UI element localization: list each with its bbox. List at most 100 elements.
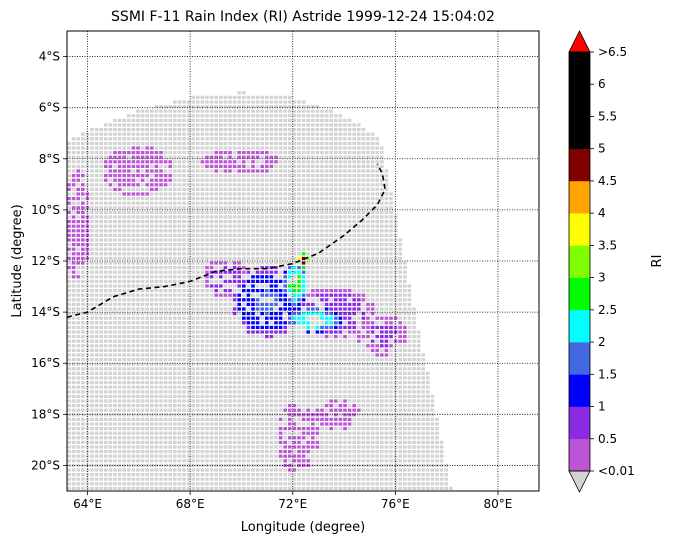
swath-cell bbox=[320, 307, 324, 311]
swath-cell bbox=[131, 187, 136, 191]
rain-cell bbox=[113, 187, 117, 191]
swath-cell bbox=[384, 293, 389, 297]
swath-cell bbox=[338, 164, 343, 168]
swath-cell bbox=[71, 151, 76, 155]
rain-cell bbox=[159, 183, 163, 187]
rain-cell bbox=[159, 174, 163, 178]
rain-cell bbox=[219, 160, 223, 164]
swath-cell bbox=[99, 252, 103, 256]
swath-cell bbox=[122, 394, 126, 398]
swath-cell bbox=[412, 316, 416, 320]
swath-cell bbox=[324, 385, 329, 389]
swath-cell bbox=[219, 312, 223, 316]
swath-cell bbox=[145, 371, 149, 375]
swath-cell bbox=[232, 284, 237, 288]
swath-cell bbox=[260, 417, 264, 421]
swath-cell bbox=[315, 298, 320, 302]
swath-cell bbox=[85, 376, 90, 380]
rain-cell bbox=[352, 325, 356, 329]
swath-cell bbox=[209, 256, 214, 260]
swath-cell bbox=[214, 118, 218, 122]
swath-cell bbox=[94, 335, 99, 339]
swath-cell bbox=[122, 210, 126, 214]
swath-cell bbox=[186, 187, 191, 191]
rain-cell bbox=[81, 201, 85, 205]
swath-cell bbox=[186, 238, 191, 242]
swath-cell bbox=[209, 335, 214, 339]
swath-cell bbox=[159, 252, 163, 256]
swath-cell bbox=[352, 344, 356, 348]
swath-cell bbox=[177, 164, 182, 168]
swath-cell bbox=[389, 275, 393, 279]
swath-cell bbox=[288, 390, 292, 394]
swath-cell bbox=[265, 413, 269, 417]
swath-cell bbox=[403, 408, 407, 412]
swath-cell bbox=[104, 325, 108, 329]
swath-cell bbox=[255, 215, 260, 219]
swath-cell bbox=[246, 178, 251, 182]
swath-cell bbox=[375, 413, 379, 417]
swath-cell bbox=[352, 348, 356, 352]
swath-cell bbox=[242, 376, 246, 380]
swath-cell bbox=[219, 95, 223, 99]
swath-cell bbox=[255, 141, 260, 145]
swath-cell bbox=[136, 109, 140, 113]
rain-cell bbox=[150, 160, 154, 164]
swath-cell bbox=[81, 399, 85, 403]
swath-cell bbox=[380, 243, 384, 247]
swath-cell bbox=[407, 394, 412, 398]
swath-cell bbox=[168, 289, 172, 293]
swath-cell bbox=[219, 353, 223, 357]
swath-cell bbox=[223, 362, 228, 366]
swath-cell bbox=[232, 187, 237, 191]
swath-cell bbox=[311, 164, 315, 168]
swath-cell bbox=[301, 394, 306, 398]
rain-cell bbox=[366, 307, 370, 311]
swath-cell bbox=[265, 178, 269, 182]
rain-cell bbox=[301, 289, 306, 293]
swath-cell bbox=[108, 215, 113, 219]
swath-cell bbox=[242, 109, 246, 113]
swath-cell bbox=[168, 293, 172, 297]
swath-cell bbox=[168, 385, 172, 389]
rain-cell bbox=[237, 155, 241, 159]
swath-cell bbox=[416, 348, 421, 352]
swath-cell bbox=[113, 261, 117, 265]
swath-cell bbox=[384, 381, 389, 385]
rain-cell bbox=[292, 284, 297, 288]
swath-cell bbox=[430, 399, 435, 403]
swath-cell bbox=[127, 385, 131, 389]
swath-cell bbox=[301, 128, 306, 132]
swath-cell bbox=[177, 183, 182, 187]
swath-cell bbox=[173, 289, 177, 293]
rain-cell bbox=[159, 178, 163, 182]
swath-cell bbox=[357, 233, 361, 237]
swath-cell bbox=[85, 201, 90, 205]
rain-cell bbox=[315, 408, 320, 412]
swath-cell bbox=[412, 344, 416, 348]
swath-cell bbox=[191, 243, 195, 247]
swath-cell bbox=[205, 137, 209, 141]
swath-cell bbox=[389, 284, 393, 288]
swath-cell bbox=[375, 279, 379, 283]
rain-cell bbox=[219, 155, 223, 159]
swath-cell bbox=[67, 151, 71, 155]
swath-cell bbox=[329, 137, 333, 141]
swath-cell bbox=[403, 390, 407, 394]
swath-cell bbox=[127, 275, 131, 279]
swath-cell bbox=[357, 321, 361, 325]
swath-cell bbox=[108, 279, 113, 283]
swath-cell bbox=[163, 266, 168, 270]
swath-cell bbox=[76, 385, 80, 389]
swath-cell bbox=[71, 417, 76, 421]
swath-cell bbox=[338, 155, 343, 159]
swath-cell bbox=[205, 381, 209, 385]
swath-cell bbox=[237, 160, 241, 164]
swath-cell bbox=[338, 146, 343, 150]
swath-cell bbox=[177, 174, 182, 178]
swath-cell bbox=[177, 367, 182, 371]
swath-cell bbox=[347, 358, 352, 362]
swath-cell bbox=[380, 362, 384, 366]
swath-cell bbox=[288, 243, 292, 247]
rain-cell bbox=[292, 266, 297, 270]
